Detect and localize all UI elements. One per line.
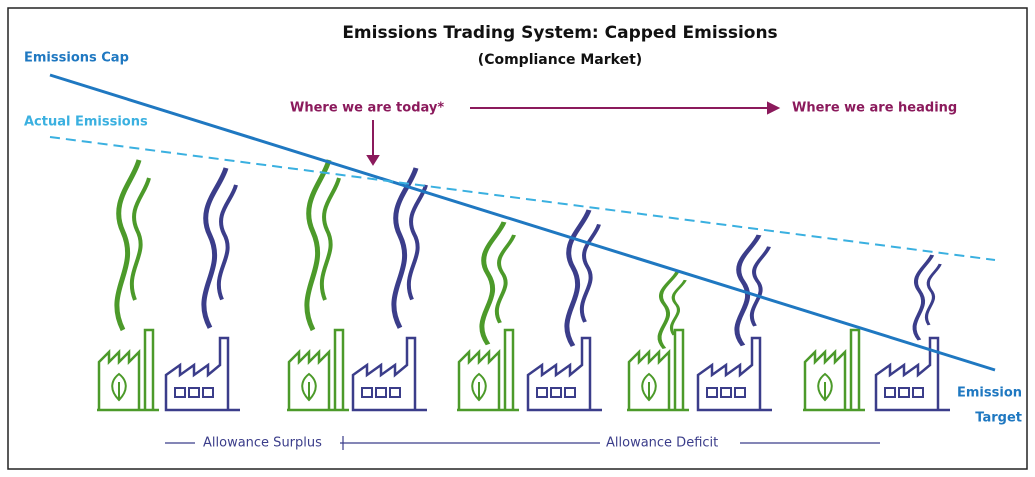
target-label: Target <box>975 411 1022 426</box>
actual-label: Actual Emissions <box>24 115 148 130</box>
deficit-label: Allowance Deficit <box>606 436 718 451</box>
cap-label: Emissions Cap <box>24 51 129 66</box>
actual-line <box>50 137 995 260</box>
surplus-label: Allowance Surplus <box>203 436 322 451</box>
title: Emissions Trading System: Capped Emissio… <box>342 23 777 43</box>
target-label: Emission <box>957 386 1022 401</box>
green-smoke <box>117 160 685 349</box>
heading-label: Where we are heading <box>792 101 957 116</box>
diagram: Emissions Trading System: Capped Emissio… <box>0 0 1035 477</box>
frame <box>8 8 1027 469</box>
subtitle: (Compliance Market) <box>478 52 642 68</box>
factories <box>97 330 950 410</box>
today-label: Where we are today* <box>290 101 444 116</box>
cap-line <box>50 75 995 370</box>
